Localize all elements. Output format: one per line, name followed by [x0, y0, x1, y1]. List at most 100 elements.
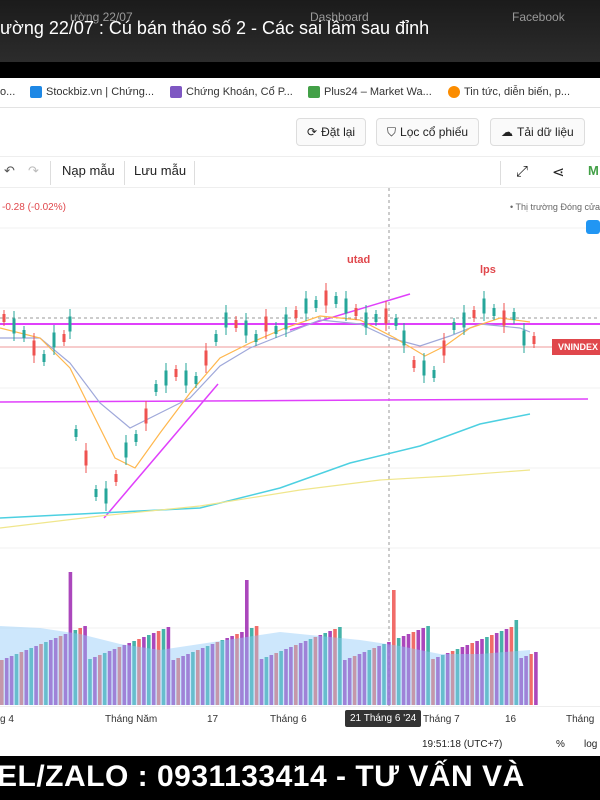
ma-yellow-line — [0, 469, 531, 529]
volume-bar — [534, 652, 538, 705]
volume-bar — [333, 629, 337, 705]
candle-body — [144, 408, 148, 424]
fullscreen-icon[interactable]: ⤢ — [516, 163, 529, 180]
volume-bar — [352, 656, 357, 705]
volume-bar — [9, 656, 14, 705]
volume-bar — [166, 627, 171, 705]
volume-bar — [411, 632, 416, 705]
chevron-down-icon[interactable]: ⌄ — [292, 756, 304, 772]
candle-body — [224, 312, 228, 328]
volume-bar — [29, 648, 33, 705]
time-axis: g 4 Tháng Năm 17 Tháng 6 Tháng 7 16 Thán… — [0, 706, 600, 734]
ghost-tab: Facebook — [512, 10, 565, 24]
candle-body — [12, 318, 16, 334]
candle-body — [384, 308, 388, 324]
volume-bar — [171, 660, 176, 705]
load-template-button[interactable]: Nạp mẫu — [62, 163, 115, 178]
collapse-icon[interactable] — [586, 220, 600, 234]
candle-body — [492, 308, 496, 316]
symbol-price-tag: VNINDEX — [552, 339, 600, 355]
volume-bar — [93, 657, 97, 705]
price-chart[interactable]: -0.28 (-0.02%) • Thị trường Đóng cửa uta… — [0, 188, 600, 738]
candle-body — [394, 318, 398, 326]
candle-body — [244, 320, 248, 336]
volume-bar — [98, 655, 102, 705]
candle-body — [174, 369, 178, 377]
volume-bar — [249, 628, 254, 705]
mbs-icon — [308, 86, 320, 98]
toolbar-divider — [500, 161, 501, 185]
volume-bar — [264, 657, 269, 705]
volume-bar — [73, 630, 78, 705]
candle-body — [512, 312, 516, 320]
candle-body — [68, 316, 72, 332]
volume-bar — [470, 643, 474, 705]
stock-filter-button[interactable]: ⛉ Lọc cổ phiếu — [376, 118, 480, 146]
reset-button[interactable]: ⟳ Đặt lại — [296, 118, 367, 146]
volume-bar — [63, 634, 68, 705]
filter-icon: ⛉ — [387, 124, 397, 139]
volume-bar — [436, 657, 440, 705]
brand-logo: M — [588, 163, 599, 178]
volume-bar — [137, 639, 141, 705]
time-tick: Tháng 6 — [270, 714, 307, 725]
volume-bar — [132, 641, 136, 705]
ma-orange-line — [0, 315, 531, 469]
volume-bar — [0, 660, 4, 705]
share-icon[interactable]: ⋖ — [552, 164, 565, 181]
volume-bar — [39, 644, 43, 705]
volume-bar — [392, 590, 396, 705]
volume-bar — [68, 572, 73, 705]
volume-bar — [343, 660, 347, 705]
chart-status-row: 19:51:18 (UTC+7) % log — [0, 734, 600, 756]
bookmark-fragment: o... — [0, 86, 16, 98]
video-title: ường 22/07 : Cú bán tháo số 2 - Các sai … — [0, 18, 430, 38]
volume-bar — [205, 646, 210, 705]
candle-body — [314, 300, 318, 308]
volume-bar — [303, 641, 308, 705]
volume-bar — [254, 626, 259, 705]
volume-bar — [323, 633, 327, 705]
volume-bar — [465, 645, 470, 705]
volume-bar — [377, 646, 381, 705]
volume-bar — [230, 636, 234, 705]
volume-bar — [504, 629, 509, 705]
bookmark-truncated[interactable]: o... — [0, 86, 15, 98]
candle-body — [344, 298, 348, 314]
download-data-button[interactable]: ☁ Tải dữ liệu — [490, 118, 585, 146]
undo-icon[interactable]: ↶ — [4, 163, 15, 178]
volume-bar — [259, 659, 264, 705]
candlestick-chart[interactable] — [0, 188, 600, 706]
bookmark-stockbiz[interactable]: Stockbiz.vn | Chứng... — [30, 86, 154, 98]
volume-bar — [499, 631, 504, 705]
bookmark-label: Stockbiz.vn | Chứng... — [46, 86, 155, 98]
volume-bar — [460, 647, 465, 705]
percent-toggle[interactable]: % — [556, 739, 565, 750]
volume-bar — [362, 652, 367, 705]
candle-body — [422, 360, 426, 376]
redo-icon[interactable]: ↷ — [28, 163, 39, 178]
candle-body — [204, 350, 208, 366]
volume-bar — [421, 628, 425, 705]
time-tick: Tháng Năm — [105, 714, 158, 725]
volume-bar — [357, 654, 362, 705]
candle-body — [124, 442, 128, 458]
bookmark-chung-khoan[interactable]: Chứng Khoán, Cổ P... — [170, 86, 293, 98]
volume-bar — [112, 649, 117, 705]
log-toggle[interactable]: log — [584, 739, 598, 750]
candle-body — [402, 330, 406, 346]
volume-bar — [235, 634, 239, 705]
reset-label: Đặt lại — [321, 125, 356, 139]
price-change: -0.28 (-0.02%) — [2, 202, 66, 213]
candle-body — [482, 298, 486, 314]
volume-bar — [14, 654, 19, 705]
bookmark-tin-tuc[interactable]: Tin tức, diễn biến, p... — [448, 86, 570, 98]
bookmark-plus24[interactable]: Plus24 – Market Wa... — [308, 86, 432, 98]
volume-bar — [284, 649, 288, 705]
candle-body — [354, 308, 358, 316]
bookmark-label: Plus24 – Market Wa... — [324, 86, 432, 98]
save-template-button[interactable]: Lưu mẫu — [134, 163, 187, 178]
volume-bar — [245, 580, 249, 705]
volume-bar — [338, 627, 342, 705]
volume-bar — [416, 630, 421, 705]
